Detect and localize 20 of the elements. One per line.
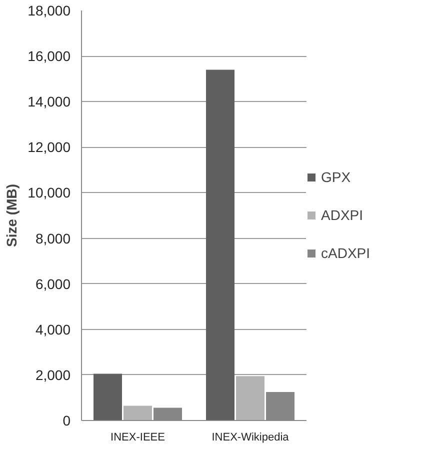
y-tick-label: 16,000 [28,48,71,64]
bar [124,406,152,420]
y-tick-label: 4,000 [35,321,71,338]
legend-label: GPX [321,169,351,185]
y-axis-title: Size (MB) [4,184,20,247]
y-tick-label: 14,000 [28,94,71,110]
legend-label: ADXPI [321,207,364,223]
bar [94,374,122,420]
y-tick-label: 0 [62,412,71,428]
y-tick-label: 2,000 [35,366,71,383]
bar [236,376,264,420]
bar [206,70,234,420]
y-tick-label: 6,000 [35,276,71,292]
legend-label: cADXPI [321,245,370,261]
y-tick-label: 18,000 [28,2,71,18]
x-tick-label: INEX-Wikipedia [212,432,290,444]
y-tick-label: 12,000 [28,139,71,156]
y-tick-label: 10,000 [28,184,71,201]
y-tick-label: 8,000 [35,230,71,246]
x-tick-label: INEX-IEEE [110,432,165,444]
